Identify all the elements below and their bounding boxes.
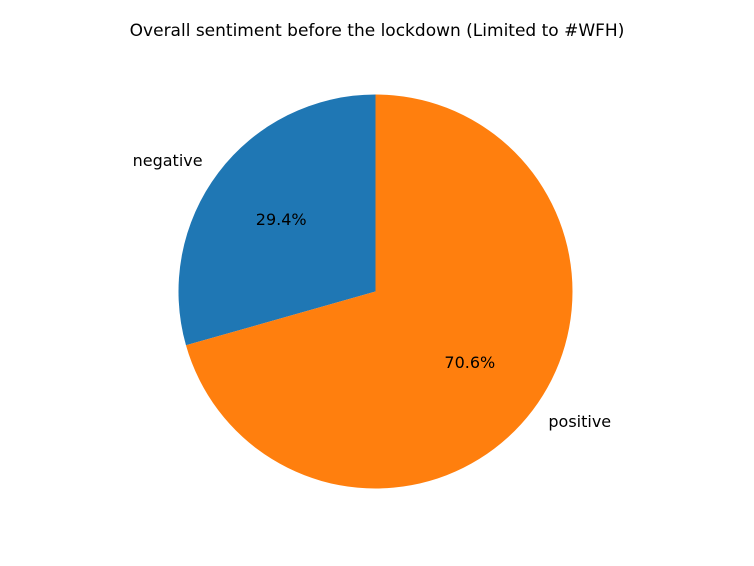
pie-slice-positive	[185, 94, 573, 489]
slice-pct-positive: 70.6%	[444, 352, 496, 372]
chart-title: Overall sentiment before the lockdown (L…	[129, 21, 625, 41]
slice-label-positive: positive	[548, 412, 612, 432]
pie-slice-negative	[178, 94, 376, 346]
slice-pct-negative: 29.4%	[255, 210, 307, 230]
slice-label-negative: negative	[132, 150, 203, 170]
